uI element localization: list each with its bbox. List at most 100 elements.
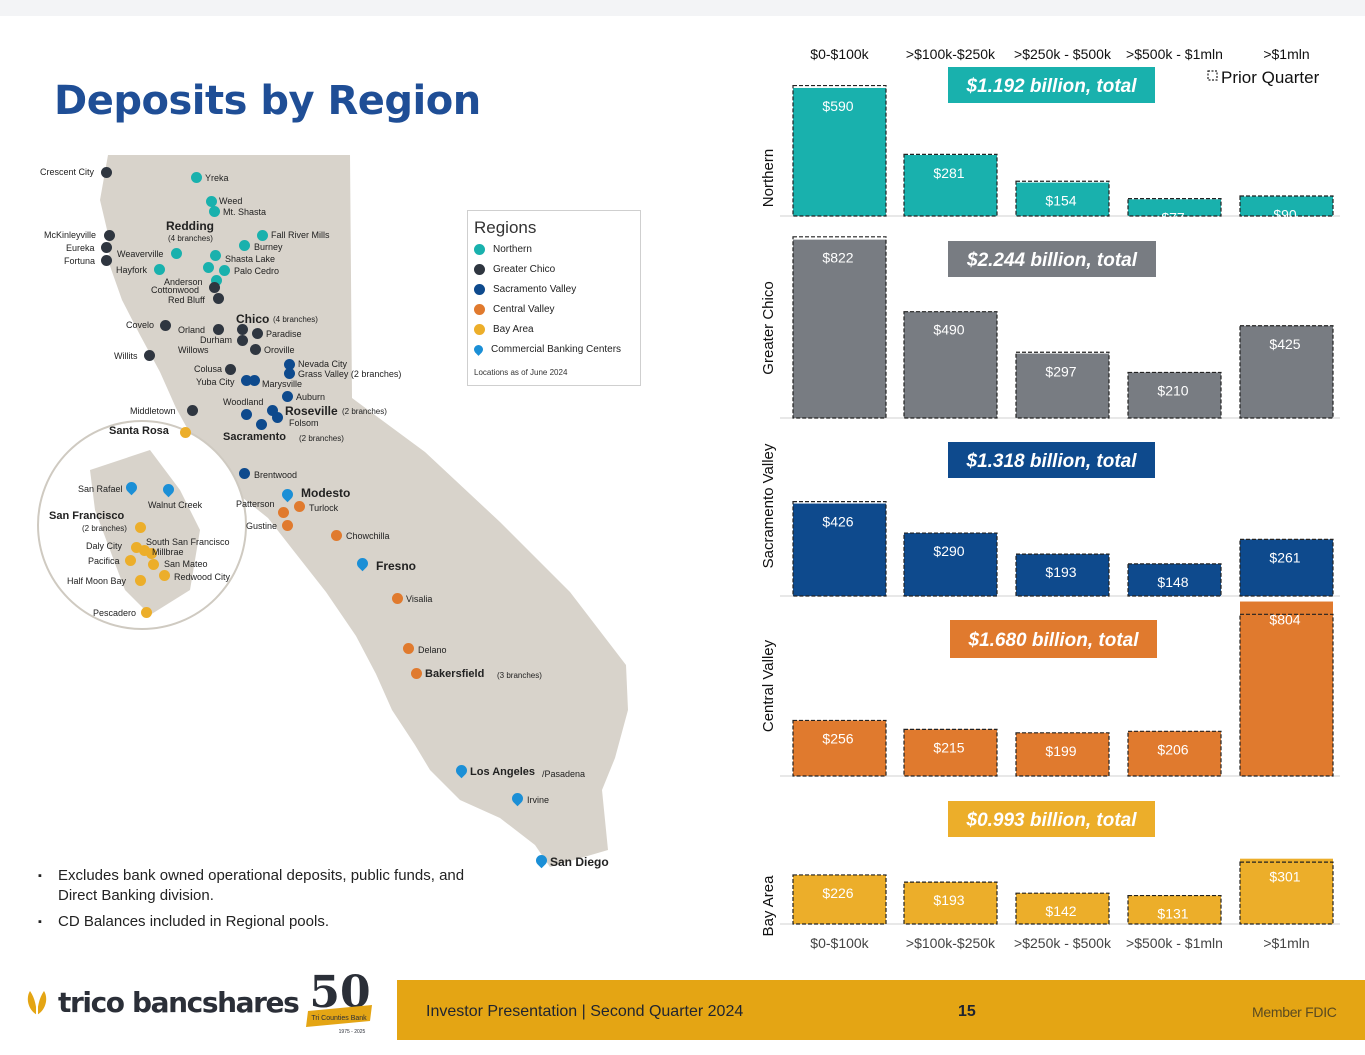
map-label: Durham bbox=[200, 335, 233, 345]
total-box bbox=[948, 801, 1155, 837]
data-label: $148 bbox=[1157, 574, 1188, 590]
map-dot-sacramento-valley bbox=[239, 468, 250, 479]
data-label: $210 bbox=[1157, 382, 1188, 398]
legend-note: Locations as of June 2024 bbox=[474, 368, 568, 377]
map-dot-greater-chico bbox=[250, 344, 261, 355]
data-label: $290 bbox=[933, 543, 964, 559]
data-label: $804 bbox=[1269, 612, 1300, 628]
prior-quarter-outline bbox=[792, 236, 887, 419]
map-label: Bakersfield bbox=[425, 668, 485, 680]
data-bar bbox=[904, 533, 997, 596]
map-label: Orland bbox=[178, 325, 206, 335]
map-label: Cottonwood bbox=[151, 285, 200, 295]
map-dot-sacramento-valley bbox=[284, 368, 295, 379]
map-dot-northern bbox=[154, 264, 165, 275]
prior-quarter-outline bbox=[1127, 563, 1222, 597]
map-dot-northern bbox=[239, 240, 250, 251]
data-bar bbox=[1128, 372, 1221, 418]
legend-item-northern: Northern bbox=[474, 244, 532, 255]
anniversary-years: 1975 - 2025 bbox=[339, 1029, 366, 1035]
data-bar bbox=[1240, 325, 1333, 418]
map-label: (2 branches) bbox=[342, 407, 387, 416]
data-label: $215 bbox=[933, 739, 964, 755]
map-dot-northern bbox=[206, 196, 217, 207]
data-bar bbox=[1240, 196, 1333, 216]
leaf-icon bbox=[27, 991, 47, 1015]
map-label: Fortuna bbox=[64, 256, 96, 266]
top-category-label: >$1mln bbox=[1263, 46, 1309, 62]
data-bar bbox=[1240, 858, 1333, 924]
map-label: Covelo bbox=[126, 320, 155, 330]
map-dot-bay-area bbox=[139, 545, 150, 556]
footnotes: Excludes bank owned operational deposits… bbox=[38, 866, 488, 938]
map-label: Redwood City bbox=[174, 572, 231, 582]
bottom-category-label: >$100k-$250k bbox=[906, 935, 996, 951]
map-dot-greater-chico bbox=[213, 293, 224, 304]
prior-quarter-outline bbox=[792, 874, 887, 925]
member-fdic: Member FDIC bbox=[1252, 1004, 1337, 1020]
data-label: $90 bbox=[1273, 206, 1297, 222]
anniversary-text: Tri Counties Bank bbox=[311, 1015, 367, 1022]
data-bar bbox=[904, 882, 997, 924]
deposits-bar-chart: $0-$100k $0-$100k >$100k-$250k >$100k-$250k… bbox=[760, 46, 1340, 951]
map-label: Burney bbox=[254, 242, 283, 252]
data-label: $426 bbox=[822, 514, 853, 530]
map-label: Weed bbox=[219, 196, 243, 206]
data-label: $226 bbox=[822, 885, 853, 901]
data-bar bbox=[1128, 563, 1221, 596]
map-label: Marysville bbox=[262, 379, 303, 389]
map-label: San Rafael bbox=[78, 484, 123, 494]
data-bar bbox=[904, 729, 997, 776]
prior-quarter-outline bbox=[1127, 894, 1222, 925]
data-bar bbox=[793, 874, 886, 924]
map-label: Yuba City bbox=[196, 377, 235, 387]
page-title: Deposits by Region bbox=[54, 78, 481, 124]
map-dot-greater-chico bbox=[104, 230, 115, 241]
data-bar bbox=[1016, 353, 1109, 418]
map-dot-central-valley bbox=[331, 530, 342, 541]
map-label: Anderson bbox=[164, 277, 203, 287]
map-dot-central-valley bbox=[411, 668, 422, 679]
data-bar bbox=[793, 503, 886, 596]
map-label: Sacramento bbox=[223, 431, 286, 443]
map-dot-sacramento-valley bbox=[284, 359, 295, 370]
map-dot-northern bbox=[210, 250, 221, 261]
map-label: Half Moon Bay bbox=[67, 576, 127, 586]
prior-quarter-outline bbox=[1015, 351, 1110, 419]
prior-quarter-outline bbox=[1127, 198, 1222, 217]
map-label: Shasta Lake bbox=[225, 254, 276, 264]
legend-prior-quarter-label: Prior Quarter bbox=[1221, 68, 1320, 87]
map-label: Paradise bbox=[266, 329, 302, 339]
map-label: (2 branches) bbox=[82, 524, 127, 533]
map-dot-greater-chico bbox=[187, 405, 198, 416]
footnote: CD Balances included in Regional pools. bbox=[38, 912, 488, 932]
map-label: Folsom bbox=[289, 418, 319, 428]
top-category-label: >$100k-$250k bbox=[906, 46, 996, 62]
dot-icon bbox=[474, 284, 485, 295]
map-label: Colusa bbox=[194, 364, 223, 374]
prior-quarter-outline bbox=[792, 84, 887, 217]
data-label: $425 bbox=[1269, 336, 1300, 352]
map-label: Eureka bbox=[66, 243, 95, 253]
data-bar bbox=[1016, 732, 1109, 776]
bottom-category-label: >$250k - $500k bbox=[1014, 935, 1112, 951]
data-label: $142 bbox=[1045, 903, 1076, 919]
data-bar bbox=[1240, 539, 1333, 596]
map-dot-greater-chico bbox=[101, 242, 112, 253]
map-dot-bay-area bbox=[148, 559, 159, 570]
top-category-label: >$250k - $500k bbox=[1014, 46, 1112, 62]
prior-quarter-outline bbox=[903, 311, 998, 419]
data-bar bbox=[793, 87, 886, 216]
dot-icon bbox=[474, 324, 485, 335]
map-dot-greater-chico bbox=[237, 335, 248, 346]
data-label: $199 bbox=[1045, 743, 1076, 759]
prior-quarter-outline bbox=[1239, 613, 1334, 777]
map-dot-central-valley bbox=[278, 507, 289, 518]
map-label: Patterson bbox=[236, 499, 275, 509]
data-label: $281 bbox=[933, 165, 964, 181]
prior-quarter-outline bbox=[1127, 371, 1222, 419]
prior-quarter-outline bbox=[1239, 195, 1334, 217]
dot-icon bbox=[474, 244, 485, 255]
map-label: Pacifica bbox=[88, 556, 120, 566]
map-dot-bay-area bbox=[131, 542, 142, 553]
